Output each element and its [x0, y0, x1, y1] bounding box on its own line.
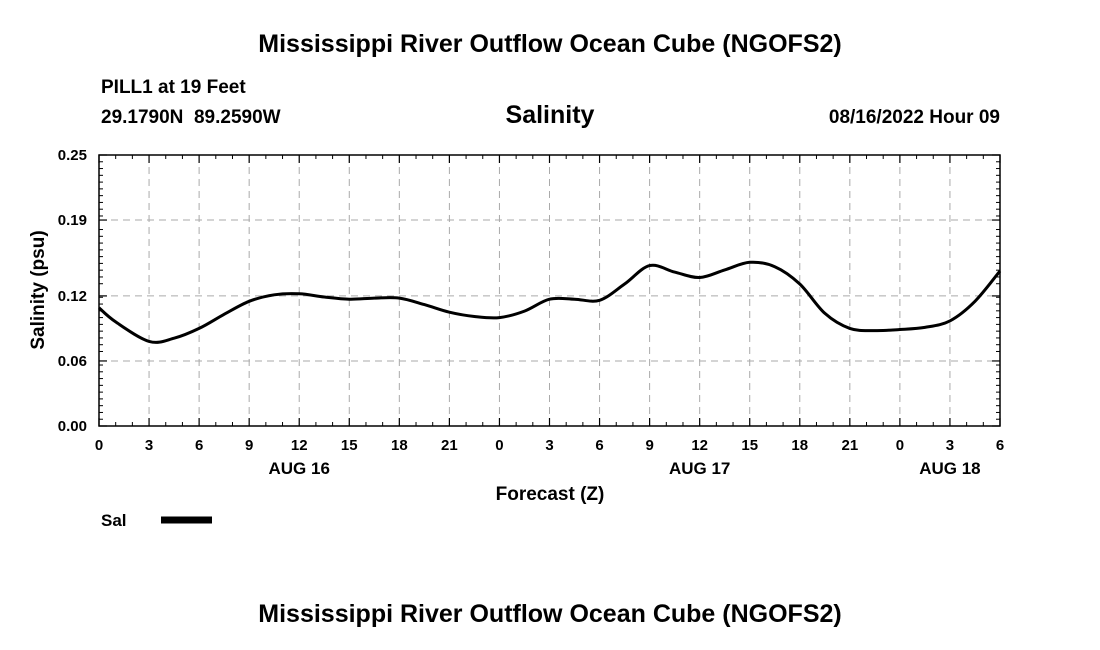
x-tick-label: 15	[741, 437, 758, 454]
date-label: AUG 18	[919, 459, 980, 478]
legend-label-sal: Sal	[101, 511, 127, 530]
x-tick-label: 3	[145, 437, 153, 454]
x-tick-label: 9	[245, 437, 253, 454]
x-tick-label: 18	[791, 437, 808, 454]
grid-layer	[99, 155, 1000, 426]
x-tick-label: 6	[595, 437, 603, 454]
x-tick-label: 12	[291, 437, 308, 454]
x-tick-label: 12	[691, 437, 708, 454]
date-label: AUG 17	[669, 459, 730, 478]
labels-layer: 0 3 6 9 12 15 18 21 0 3 6 9 12 15 18 21 0 3 6 0.00 0.06 0.12 0…	[58, 147, 1004, 478]
x-tick-label: 3	[545, 437, 553, 454]
chart-title: Salinity	[505, 101, 595, 129]
x-tick-label: 0	[896, 437, 904, 454]
station-name: PILL1 at 19 Feet	[101, 77, 246, 98]
legend: Sal	[101, 511, 212, 530]
x-tick-label: 21	[441, 437, 458, 454]
x-tick-label: 3	[946, 437, 954, 454]
x-tick-label: 15	[341, 437, 358, 454]
y-tick-label: 0.19	[58, 212, 87, 229]
x-tick-label: 6	[996, 437, 1004, 454]
y-tick-label: 0.12	[58, 288, 87, 305]
x-tick-label: 6	[195, 437, 203, 454]
salinity-chart: 0 3 6 9 12 15 18 21 0 3 6 9 12 15 18 21 0 3 6 0.00 0.06 0.12 0…	[28, 147, 1004, 530]
x-tick-label: 9	[645, 437, 653, 454]
plot-frame	[98, 154, 1001, 427]
footer-title: Mississippi River Outflow Ocean Cube (NG…	[258, 600, 842, 628]
x-tick-label: 0	[95, 437, 103, 454]
page-title: Mississippi River Outflow Ocean Cube (NG…	[258, 30, 842, 58]
x-tick-label: 21	[841, 437, 858, 454]
y-tick-label: 0.06	[58, 353, 87, 370]
station-coordinates: 29.1790N 89.2590W	[101, 107, 281, 128]
y-axis-label: Salinity (psu)	[28, 230, 49, 349]
forecast-timestamp: 08/16/2022 Hour 09	[828, 107, 1000, 128]
x-axis-label: Forecast (Z)	[496, 484, 605, 505]
series-line-sal	[98, 260, 1002, 344]
x-tick-label: 18	[391, 437, 408, 454]
y-tick-label: 0.25	[58, 147, 87, 164]
series-layer	[98, 260, 1002, 344]
x-tick-label: 0	[495, 437, 503, 454]
date-label: AUG 16	[269, 459, 330, 478]
y-tick-label: 0.00	[58, 418, 87, 435]
